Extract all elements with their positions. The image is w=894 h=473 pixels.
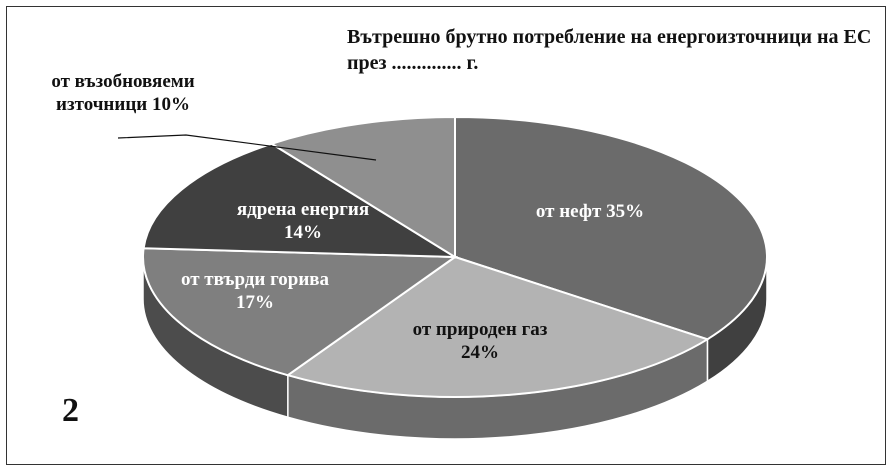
value-label: 14% [284, 222, 322, 243]
slice [285, 255, 710, 398]
category-label: от нефт [535, 201, 602, 222]
data-label: ядрена енергия 14% [228, 198, 378, 244]
slice [142, 247, 459, 377]
chart-title: Вътрешно брутно потребление на енергоизт… [347, 26, 872, 74]
value-label: 17% [236, 292, 274, 313]
category-label: от природен газ [412, 319, 548, 340]
annotation: 2 [62, 392, 79, 429]
frame [6, 6, 886, 465]
category-label: ядрена енергия [236, 199, 370, 220]
slice [142, 142, 459, 259]
category-label: от възобновяеми източници [51, 71, 195, 115]
data-label: от природен газ 24% [400, 318, 560, 364]
category-label: от твърди горива [180, 269, 330, 290]
value-label: 10% [151, 94, 190, 115]
slice [454, 115, 768, 341]
data-label: от възобновяеми източници 10% [48, 70, 198, 116]
leader-line [117, 134, 377, 161]
value-label: 35% [606, 201, 645, 222]
data-label: от нефт 35% [520, 200, 660, 223]
value-label: 24% [461, 342, 499, 363]
data-label: от твърди горива 17% [170, 268, 340, 314]
